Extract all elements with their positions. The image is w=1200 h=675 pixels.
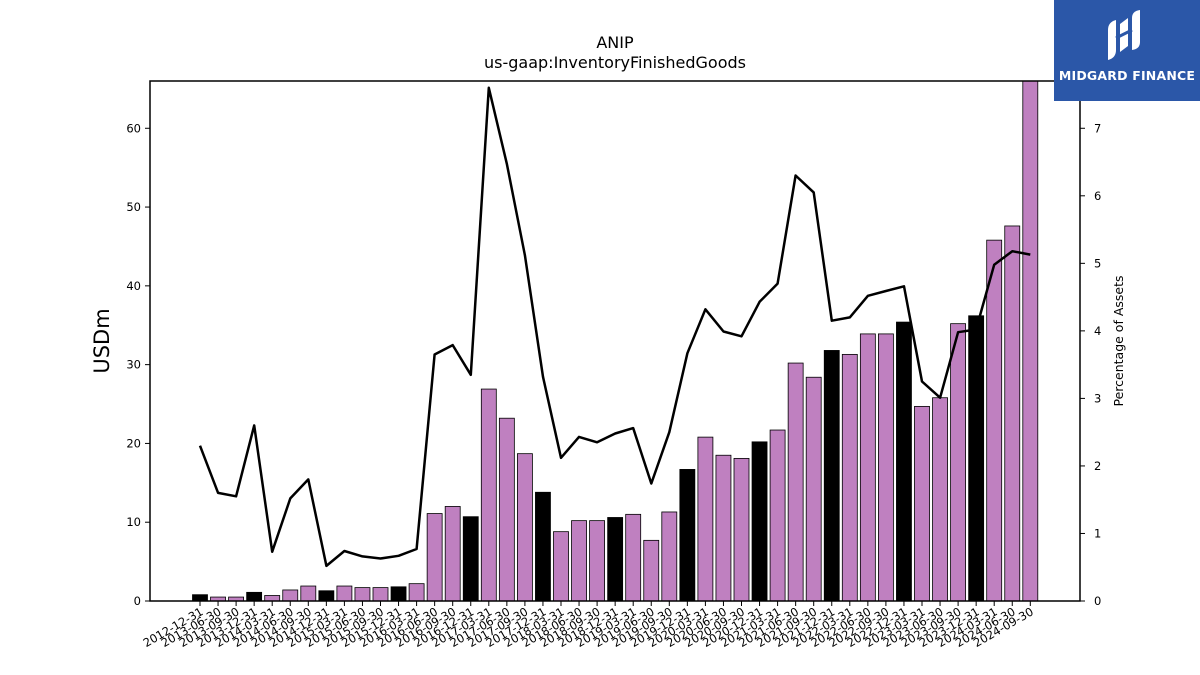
y2-tick-label: 5 — [1094, 256, 1101, 270]
y-tick-label: 10 — [126, 515, 141, 529]
bar-2012-12-31 — [192, 594, 208, 602]
bar-2018-12-31 — [607, 517, 624, 602]
bar-2013-12-31 — [246, 591, 263, 602]
bar-2023-06-30 — [932, 397, 948, 602]
bar-2020-12-31 — [751, 441, 768, 602]
bar-2018-03-31 — [553, 531, 569, 602]
right-axis-ticks: 0 1 2 3 4 5 6 7 — [1080, 121, 1101, 608]
bar-2024-03-31 — [986, 239, 1003, 602]
line-layer — [198, 86, 1031, 568]
bar-2022-06-30 — [859, 333, 876, 602]
bar-2022-03-31 — [841, 353, 858, 602]
bar-2017-12-31 — [535, 491, 551, 602]
chart-title: ANIP — [596, 33, 634, 52]
brand-mark-icon — [1108, 10, 1140, 60]
bar-2022-09-30 — [878, 333, 894, 602]
bar-2015-03-31 — [336, 585, 353, 602]
bar-2014-09-30 — [300, 585, 317, 602]
y-axis-label: USDm — [90, 308, 114, 373]
bar-2016-06-30 — [426, 513, 443, 602]
y2-tick-label: 6 — [1094, 189, 1101, 203]
bar-2014-06-30 — [282, 589, 299, 602]
bar-2024-09-30 — [1022, 80, 1039, 602]
y2-tick-label: 1 — [1094, 526, 1101, 540]
y2-tick-label: 4 — [1094, 324, 1101, 338]
bar-2014-03-31 — [264, 595, 281, 602]
bar-2016-09-30 — [444, 506, 461, 602]
chart-subtitle: us-gaap:InventoryFinishedGoods — [484, 53, 746, 72]
bars-layer — [192, 80, 1039, 602]
bar-2019-06-30 — [643, 539, 660, 602]
bar-2020-03-31 — [697, 436, 714, 602]
bar-2017-03-31 — [480, 388, 497, 602]
bar-2017-09-30 — [517, 453, 533, 602]
y2-tick-label: 3 — [1094, 391, 1101, 405]
bar-2015-12-31 — [390, 586, 407, 602]
bar-2022-12-31 — [896, 321, 912, 602]
bar-2017-06-30 — [498, 417, 515, 602]
bar-2018-06-30 — [571, 520, 587, 602]
y-tick-label: 60 — [126, 121, 141, 135]
y-tick-label: 40 — [126, 279, 141, 293]
y-tick-label: 20 — [126, 436, 141, 450]
bar-2021-06-30 — [787, 362, 804, 602]
brand-logo: MIDGARD FINANCE — [1054, 0, 1200, 101]
y2-tick-label: 2 — [1094, 459, 1101, 473]
bar-2016-12-31 — [462, 516, 479, 602]
bar-2016-03-31 — [408, 583, 425, 602]
bar-2024-06-30 — [1004, 225, 1021, 602]
x-axis-ticks: 2012-12-312013-06-302013-09-302013-12-31… — [141, 601, 1036, 650]
y-tick-label: 50 — [126, 200, 141, 214]
y2-tick-label: 7 — [1094, 121, 1101, 135]
brand-logo-text: MIDGARD FINANCE — [1058, 68, 1196, 83]
bar-2021-03-31 — [769, 429, 786, 602]
y-tick-label: 30 — [126, 358, 141, 372]
bar-2023-03-31 — [914, 405, 930, 602]
bar-2023-12-31 — [968, 315, 985, 602]
bar-2015-06-30 — [354, 587, 371, 602]
y-tick-label: 0 — [134, 594, 141, 608]
bar-2014-12-31 — [318, 590, 335, 602]
bar-2020-06-30 — [715, 454, 732, 602]
left-axis-ticks: 0 10 20 30 40 50 60 — [126, 121, 150, 608]
percentage-line — [198, 86, 1031, 568]
bar-2018-09-30 — [589, 520, 605, 602]
bar-2023-09-30 — [950, 323, 966, 602]
bar-2019-09-30 — [661, 511, 678, 602]
bar-2019-03-31 — [625, 513, 642, 602]
bar-2015-09-30 — [372, 587, 389, 602]
bar-2019-12-31 — [679, 469, 696, 602]
bar-2021-12-31 — [823, 350, 840, 602]
bar-2020-09-30 — [733, 457, 750, 602]
y2-axis-label: Percentage of Assets — [1111, 276, 1126, 407]
bar-2021-09-30 — [805, 376, 822, 602]
y2-tick-label: 0 — [1094, 594, 1101, 608]
